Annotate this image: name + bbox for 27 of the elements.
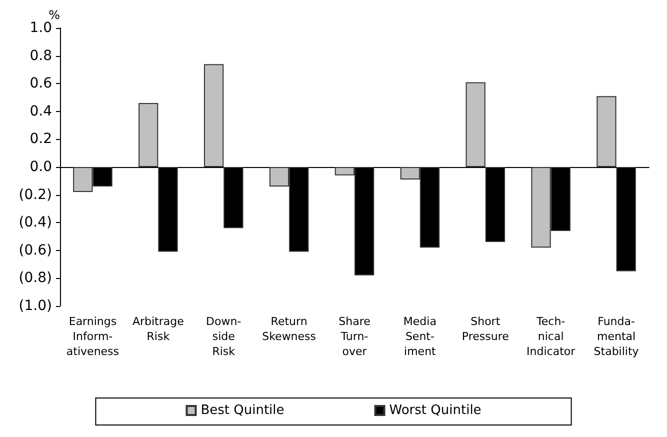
bar bbox=[466, 82, 486, 167]
x-tick-label: Media Sent- iment bbox=[403, 315, 437, 358]
y-tick-label: 0.8 bbox=[30, 48, 52, 64]
x-tick-label: Return Skewness bbox=[262, 315, 316, 343]
y-axis-title: % bbox=[48, 8, 60, 22]
bar bbox=[204, 64, 224, 167]
y-tick-label: 0.4 bbox=[30, 103, 52, 120]
x-tick-label: Earnings Inform- ativeness bbox=[66, 315, 120, 358]
x-tick-label: Tech- nical Indicator bbox=[526, 315, 576, 358]
y-tick-label: (0.8) bbox=[18, 270, 52, 286]
bar bbox=[596, 96, 616, 167]
y-tick-label: (0.2) bbox=[18, 186, 52, 203]
x-tick-label: Short Pressure bbox=[462, 315, 510, 343]
y-tick-label: 1.0 bbox=[30, 20, 52, 36]
y-tick-label: 0.2 bbox=[30, 131, 52, 148]
y-tick-label: (0.4) bbox=[18, 214, 52, 231]
legend-label: Worst Quintile bbox=[389, 403, 482, 418]
x-tick-label: Down- side Risk bbox=[206, 315, 242, 358]
bar bbox=[138, 103, 158, 167]
y-tick-label: 0.0 bbox=[30, 159, 52, 175]
y-tick-label: 0.6 bbox=[30, 76, 52, 92]
y-tick-label: (1.0) bbox=[18, 298, 52, 314]
x-tick-label: Arbitrage Risk bbox=[132, 315, 184, 343]
legend-label: Best Quintile bbox=[200, 403, 284, 418]
y-tick-label: (0.6) bbox=[18, 242, 52, 258]
x-tick-label: Share Turn- over bbox=[338, 315, 371, 358]
x-tick-label: Funda- mental Stability bbox=[594, 315, 640, 358]
